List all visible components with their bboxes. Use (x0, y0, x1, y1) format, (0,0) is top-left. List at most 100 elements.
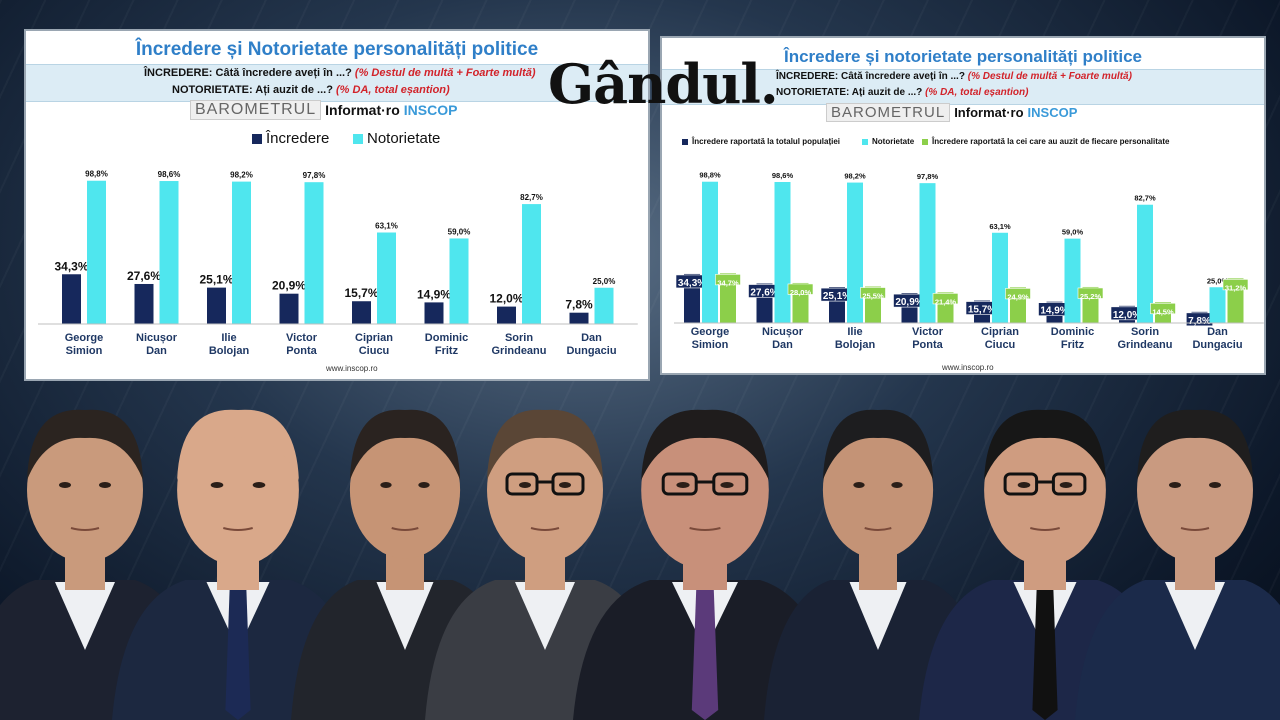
eye (559, 482, 571, 488)
hair (1137, 409, 1253, 480)
eye (59, 482, 71, 488)
glasses-lens (1051, 472, 1087, 496)
bar (159, 181, 179, 324)
question-notoriety-label: NOTORIETATE: Ați auzit de ...? (776, 87, 923, 98)
bar (1064, 238, 1081, 323)
bar (522, 204, 541, 324)
data-label: 20,9% (895, 297, 923, 308)
category-label: Grindeanu (1117, 339, 1172, 351)
data-label: 24,9% (1007, 292, 1029, 301)
data-label: 25,2% (1080, 292, 1102, 301)
head (1137, 418, 1253, 562)
question-trust-label: ÎNCREDERE: Câtă încredere aveți în ...? (144, 67, 352, 79)
bar (352, 301, 371, 324)
data-label: 98,6% (158, 170, 181, 179)
person-photo (1075, 409, 1280, 720)
category-label: Grindeanu (491, 345, 546, 357)
bar (702, 181, 718, 323)
tie (1032, 590, 1058, 720)
data-label: 98,6% (772, 171, 794, 180)
data-label: 34,7% (717, 278, 739, 287)
data-label: 12,0% (489, 292, 523, 306)
category-label: Sorin (1131, 326, 1159, 338)
barometer-label: BAROMETRUL (190, 100, 322, 120)
bar (377, 232, 396, 324)
head (822, 421, 934, 559)
data-label: 98,2% (230, 171, 253, 180)
chart-panel-left: Încredere și Notorietate personalități p… (24, 29, 650, 381)
shirt (376, 582, 434, 650)
hair (822, 409, 934, 480)
suit (1075, 580, 1280, 720)
mouth (1030, 527, 1060, 531)
bar (569, 312, 589, 324)
data-label: 28,0% (790, 288, 812, 297)
category-label: Ciucu (985, 339, 1016, 351)
data-label: 21,4% (935, 297, 957, 306)
data-label: 20,9% (272, 279, 306, 293)
data-label: 14,9% (417, 287, 451, 301)
eye (891, 482, 903, 488)
question-trust: ÎNCREDERE: Câtă încredere aveți în ...? … (144, 67, 536, 79)
data-label: 25,5% (862, 292, 884, 301)
category-label: Simion (692, 339, 729, 351)
question-trust-note: (% Destul de multă + Foarte multă) (354, 67, 536, 79)
bar (1209, 287, 1226, 323)
informat-logo: Informat·ro (325, 102, 400, 118)
bar (594, 287, 614, 324)
data-label: 97,8% (917, 172, 939, 181)
eye (380, 482, 392, 488)
category-label: George (691, 326, 730, 338)
category-label: Fritz (435, 345, 459, 357)
data-label: 27,6% (127, 269, 161, 283)
data-label: 31,2% (1225, 283, 1247, 292)
question-trust-label: ÎNCREDERE: Câtă încredere aveți în ...? (776, 71, 965, 82)
glasses (1003, 472, 1087, 496)
chart-panel-right: Încredere și notorietate personalități p… (660, 36, 1266, 375)
data-label: 15,7% (968, 305, 996, 316)
data-label: 34,3% (678, 278, 706, 289)
legend-swatch (252, 134, 262, 144)
bar (720, 273, 736, 323)
eye (519, 482, 531, 488)
category-label: Nicușor (136, 332, 178, 344)
eye (1169, 482, 1181, 488)
category-label: Victor (912, 326, 944, 338)
mouth (1180, 527, 1210, 531)
question-notoriety-label: NOTORIETATE: Ați auzit de ...? (172, 84, 333, 96)
mouth (530, 527, 560, 531)
data-label: 63,1% (989, 222, 1011, 231)
bar (232, 181, 251, 324)
question-notoriety: NOTORIETATE: Ați auzit de ...? (% DA, to… (776, 87, 1028, 98)
data-label: 27,6% (750, 288, 778, 299)
bar (304, 182, 324, 324)
hair (984, 409, 1106, 480)
eye (720, 482, 734, 488)
data-label: 25,1% (199, 273, 233, 287)
data-label: 14,9% (1040, 306, 1068, 317)
legend-label: Încredere (265, 130, 329, 147)
legend-label: Încredere raportată la cei care au auzit… (931, 137, 1170, 146)
category-label: Nicușor (762, 326, 804, 338)
brand-row: BAROMETRUL Informat·ro INSCOP (190, 100, 457, 120)
glasses-lens (661, 472, 698, 496)
category-label: Ilie (221, 332, 236, 344)
chart-left-svg: Încredere Notorietate 34,3% 98,8% GeorgeSimi… (38, 130, 638, 357)
shirt (849, 582, 907, 650)
data-label: 34,3% (54, 259, 88, 273)
category-label: Simion (66, 345, 103, 357)
tie (225, 590, 251, 720)
chart-title: Încredere și notorietate personalități p… (783, 47, 1143, 66)
brand-row: BAROMETRUL Informat·ro INSCOP (826, 103, 1077, 122)
question-trust: ÎNCREDERE: Câtă încredere aveți în ...? … (776, 71, 1132, 82)
eye (99, 482, 111, 488)
legend-swatch (682, 139, 688, 145)
head (487, 418, 603, 562)
legend-label: Notorietate (872, 137, 915, 146)
head (349, 421, 461, 559)
category-label: Dan (581, 332, 602, 344)
eye (418, 482, 430, 488)
bar (497, 306, 516, 324)
category-label: Fritz (1061, 339, 1085, 351)
bar (919, 183, 936, 323)
